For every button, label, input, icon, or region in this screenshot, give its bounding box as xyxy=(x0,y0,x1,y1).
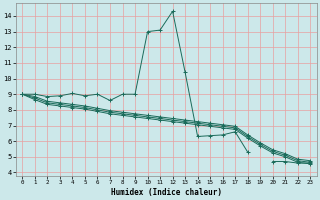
X-axis label: Humidex (Indice chaleur): Humidex (Indice chaleur) xyxy=(111,188,222,197)
